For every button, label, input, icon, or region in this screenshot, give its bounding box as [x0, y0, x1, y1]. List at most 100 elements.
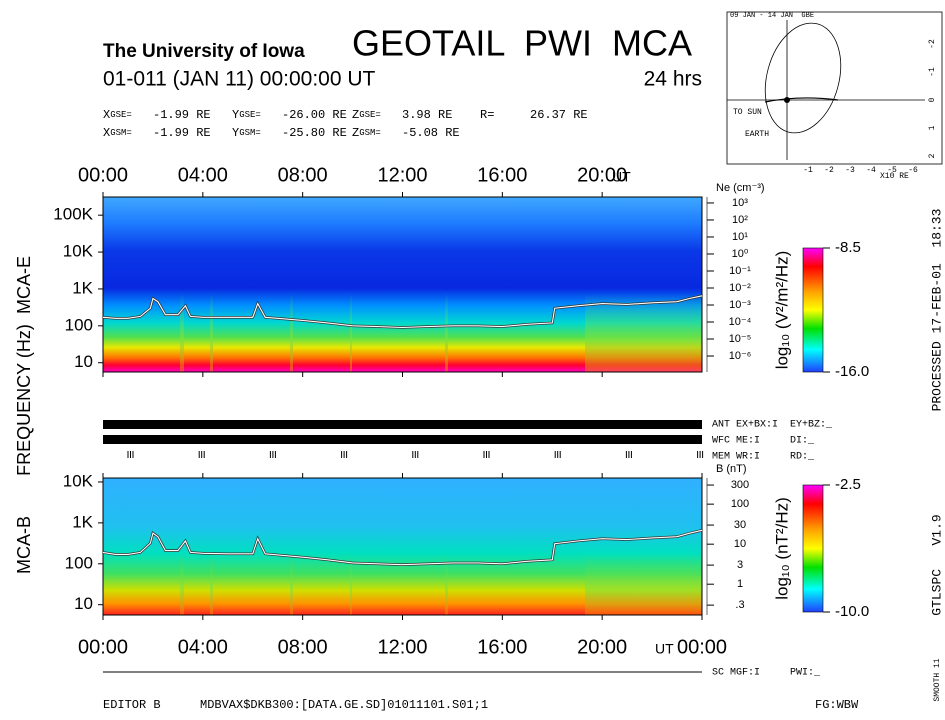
- orbit-path: [764, 22, 842, 134]
- colorbar-tick-label: -16.0: [835, 363, 869, 380]
- file: MDBVAX$DKB300:[DATA.GE.SD]01011101.S01;1: [200, 698, 488, 712]
- activity-streak: [290, 293, 293, 372]
- y2-tick-label: 10³: [732, 197, 748, 209]
- x-tick-label: 00:00: [677, 636, 727, 658]
- y-tick-label: 100: [65, 553, 93, 572]
- colorbar: [802, 484, 824, 613]
- y-tick-label: 10K: [63, 242, 94, 261]
- coord-value: 26.37 RE: [530, 108, 588, 122]
- institution: The University of Iowa: [103, 41, 305, 62]
- coord-value: -25.80 RE: [282, 126, 347, 140]
- coord-value: 3.98 RE: [402, 108, 452, 122]
- coord-name: Z: [352, 108, 359, 122]
- cutoff-line: [102, 295, 703, 329]
- colorbar-label: log₁₀ (V²/m²/Hz): [772, 251, 791, 370]
- activity-streak: [445, 293, 448, 372]
- coord-frame: GSM=: [239, 128, 261, 138]
- x-tick-label: 20:00: [577, 164, 627, 186]
- y2-tick-label: 300: [731, 479, 749, 491]
- coord-label: XGSM=: [103, 126, 132, 140]
- activity-streak: [585, 553, 702, 615]
- orbit-ytick: -1: [928, 67, 937, 77]
- x-tick-label: 00:00: [78, 636, 128, 658]
- x-tick-label: 20:00: [577, 636, 627, 658]
- orbit-title: 09 JAN - 14 JAN GBE: [730, 12, 814, 20]
- coord-value: -5.08 RE: [402, 126, 460, 140]
- coord-label: ZGSE=: [352, 108, 381, 122]
- status-bar: [103, 420, 702, 429]
- coord-label: R=: [480, 108, 494, 122]
- activity-streak: [445, 553, 448, 615]
- y2-tick-label: .3: [735, 599, 744, 611]
- orbit-ytick: -2: [928, 39, 937, 49]
- coord-frame: GSM=: [110, 128, 132, 138]
- y-tick-label: 100: [65, 315, 93, 334]
- y2-tick-label: 100: [731, 498, 749, 510]
- date: 01-011 (JAN 11) 00:00:00 UT: [103, 68, 376, 91]
- coord-label: YGSE=: [232, 108, 261, 122]
- colorbar: [802, 247, 824, 373]
- orbit-xtick: -3: [845, 166, 855, 175]
- y2-tick-label: 10⁻⁴: [729, 316, 752, 328]
- coord-frame: GSM=: [359, 128, 381, 138]
- y2-label: B (nT): [716, 463, 747, 475]
- y-tick-label: 10: [74, 352, 93, 371]
- y2-tick-label: 10⁻³: [729, 299, 751, 311]
- editor: EDITOR B: [103, 698, 161, 712]
- earth: [784, 97, 790, 103]
- panel-label: MCA-B: [14, 516, 34, 574]
- processed: PROCESSED 17-FEB-01 18:33: [929, 209, 944, 412]
- x-unit: UT: [612, 169, 631, 185]
- y-tick-label: 1K: [72, 278, 93, 297]
- coord-name: R=: [480, 108, 494, 122]
- y-tick-label: 100K: [53, 205, 93, 224]
- coord-name: Z: [352, 126, 359, 140]
- y2-tick-label: 30: [734, 519, 746, 531]
- x-tick-label: 16:00: [477, 164, 527, 186]
- x-unit: UT: [655, 641, 674, 657]
- y2-tick-label: 1: [737, 578, 743, 590]
- x-tick-label: 16:00: [477, 636, 527, 658]
- orbit-xtick: -2: [824, 166, 834, 175]
- activity-streak: [180, 553, 184, 615]
- activity-streak: [180, 293, 184, 372]
- orbit-ytick: 1: [928, 125, 937, 130]
- smooth: SMOOTH 11: [933, 658, 942, 701]
- coord-label: ZGSM=: [352, 126, 381, 140]
- coord-label: YGSM=: [232, 126, 261, 140]
- status-text: WFC ME:I DI:_: [712, 436, 815, 447]
- orbit-earth: EARTH: [745, 130, 769, 139]
- x-tick-label: 08:00: [278, 636, 328, 658]
- y2-tick-label: 3: [737, 559, 743, 571]
- orbit-path: [764, 97, 839, 103]
- y2-tick-label: 10²: [732, 214, 748, 226]
- status-text: SC MGF:I PWI:_: [712, 668, 821, 679]
- y-tick-label: 10K: [63, 471, 94, 490]
- y-axis-label: FREQUENCY (Hz): [14, 324, 34, 476]
- activity-streak: [210, 293, 213, 372]
- y2-tick-label: 10⁻¹: [729, 265, 751, 277]
- y-tick-label: 1K: [72, 512, 93, 531]
- y2-tick-label: 10: [734, 538, 746, 550]
- activity-streak: [350, 293, 352, 372]
- coord-name: Y: [232, 126, 239, 140]
- coord-label: XGSE=: [103, 108, 132, 122]
- y2-tick-label: 10¹: [732, 231, 748, 243]
- activity-streak: [585, 293, 702, 372]
- colorbar-label: log₁₀ (nT²/Hz): [772, 497, 791, 600]
- x-tick-label: 12:00: [377, 636, 427, 658]
- coord-value: -26.00 RE: [282, 108, 347, 122]
- orbit-xtick: -6: [908, 166, 918, 175]
- coord-frame: GSE=: [239, 110, 261, 120]
- coord-name: X: [103, 126, 110, 140]
- x-tick-label: 04:00: [178, 164, 228, 186]
- coord-frame: GSE=: [110, 110, 132, 120]
- colorbar-tick-label: -8.5: [835, 239, 861, 256]
- orbit-ytick: 2: [928, 153, 937, 158]
- orbit-inset: 09 JAN - 14 JAN GBE TO SUN EARTH X10 RE: [726, 11, 943, 181]
- activity-streak: [210, 553, 213, 615]
- x-tick-label: 12:00: [377, 164, 427, 186]
- orbit-frame: [726, 11, 943, 165]
- y2-tick-label: 10⁰: [732, 248, 749, 260]
- orbit-xlabel: X10 RE: [880, 172, 909, 181]
